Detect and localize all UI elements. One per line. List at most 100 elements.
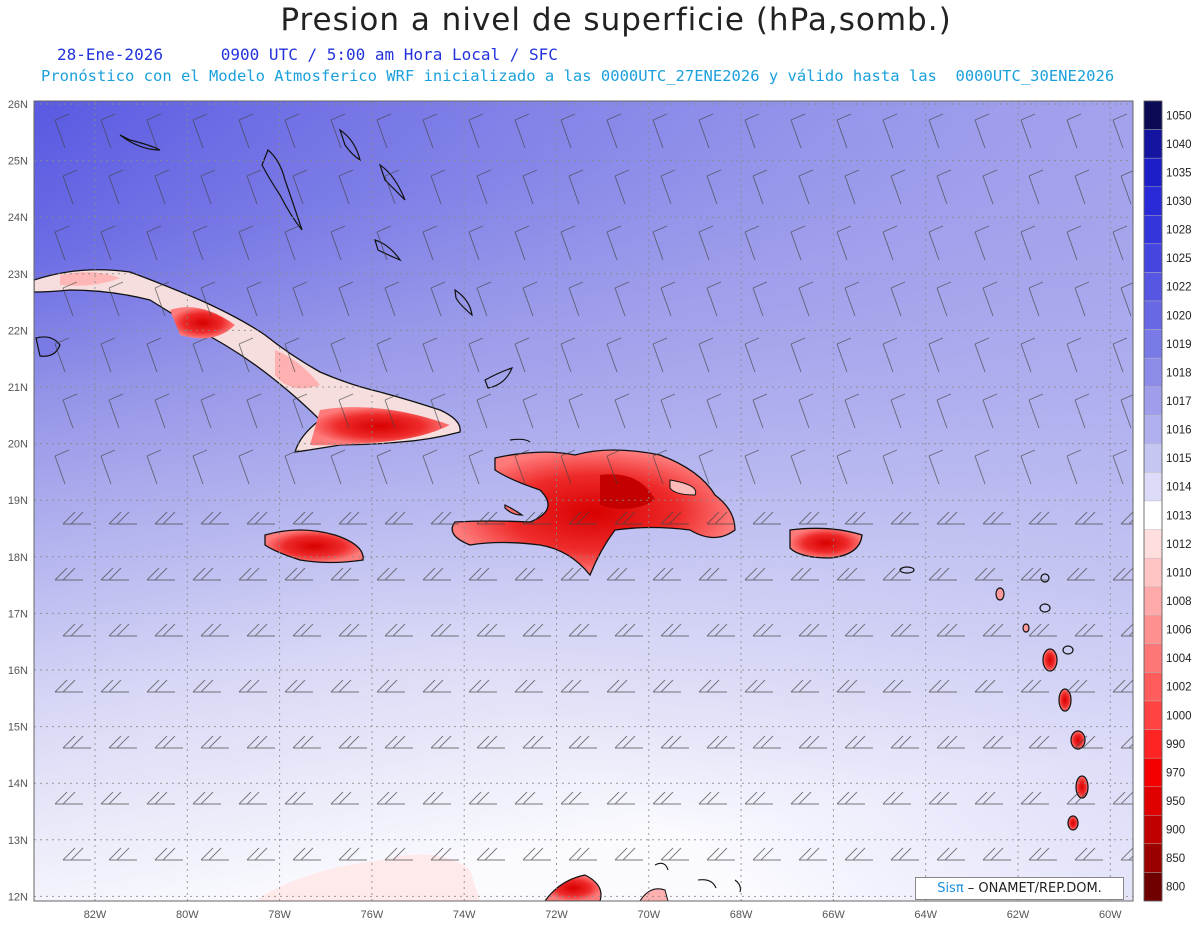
wind-barb bbox=[154, 735, 183, 749]
wind-barb bbox=[974, 113, 990, 149]
date-label: 28-Ene-2026 bbox=[57, 45, 163, 64]
colorbar-label: 1004 bbox=[1166, 653, 1192, 665]
wind-barb bbox=[928, 113, 944, 149]
wind-barb bbox=[108, 281, 124, 317]
wind-barb bbox=[1020, 567, 1049, 581]
wind-barb bbox=[192, 113, 208, 149]
colorbar-swatch bbox=[1143, 700, 1163, 730]
wind-barb bbox=[1028, 169, 1044, 205]
wind-barb bbox=[568, 735, 597, 749]
colorbar-swatch bbox=[1143, 615, 1163, 645]
wind-barb bbox=[522, 393, 538, 429]
wind-barb bbox=[660, 847, 689, 861]
wind-barb bbox=[422, 113, 438, 149]
lon-label: 62W bbox=[1007, 909, 1030, 921]
wind-barb bbox=[522, 281, 538, 317]
wind-barb bbox=[652, 567, 681, 581]
wind-barb bbox=[1028, 847, 1057, 861]
wind-barb bbox=[844, 623, 873, 637]
wind-barb bbox=[522, 169, 538, 205]
wind-barb bbox=[200, 393, 216, 429]
wind-barb bbox=[568, 281, 584, 317]
wind-barb bbox=[1020, 225, 1036, 261]
wind-barb bbox=[798, 847, 827, 861]
wind-barb bbox=[798, 393, 814, 429]
wind-barb bbox=[568, 623, 597, 637]
wind-barb bbox=[982, 393, 998, 429]
wind-barb bbox=[606, 449, 622, 485]
colorbar: 1050 1040 1035 1030 1028 1025 1022 1020 1019 1018… bbox=[1143, 100, 1192, 902]
wind-barb bbox=[660, 511, 689, 525]
wind-barb bbox=[1028, 281, 1044, 317]
wind-barb bbox=[476, 623, 505, 637]
wind-barb bbox=[706, 623, 735, 637]
wind-barb bbox=[376, 225, 392, 261]
wind-barb bbox=[514, 225, 530, 261]
wind-barb bbox=[330, 567, 359, 581]
wind-barb bbox=[936, 735, 965, 749]
colorbar-swatch bbox=[1143, 386, 1163, 416]
wind-barb bbox=[614, 511, 643, 525]
wind-barb bbox=[430, 623, 459, 637]
wind-barb bbox=[836, 113, 852, 149]
wind-barb bbox=[238, 337, 254, 373]
wind-barb bbox=[890, 847, 919, 861]
wind-barb bbox=[376, 113, 392, 149]
colorbar-label: 1010 bbox=[1166, 567, 1192, 579]
wind-barb bbox=[146, 791, 175, 805]
wind-barb bbox=[606, 113, 622, 149]
wind-barb bbox=[384, 735, 413, 749]
wind-barb bbox=[422, 567, 451, 581]
wind-barb bbox=[384, 393, 400, 429]
colorbar-swatch bbox=[1143, 586, 1163, 616]
wind-barb bbox=[522, 847, 551, 861]
lon-label: 64W bbox=[914, 909, 937, 921]
wind-barb bbox=[706, 393, 722, 429]
wind-barb bbox=[154, 281, 170, 317]
wind-barb bbox=[706, 169, 722, 205]
wind-barb bbox=[62, 623, 91, 637]
wind-barb bbox=[54, 679, 83, 693]
colorbar-swatch bbox=[1143, 643, 1163, 673]
wind-barb bbox=[1028, 511, 1057, 525]
colorbar-label: 1025 bbox=[1166, 253, 1192, 265]
wind-barb bbox=[468, 567, 497, 581]
wind-barb bbox=[928, 449, 944, 485]
wind-barb bbox=[1112, 225, 1128, 261]
colorbar-swatch bbox=[1143, 215, 1163, 245]
wind-barb bbox=[100, 113, 116, 149]
wind-barb bbox=[1074, 735, 1103, 749]
wind-barb bbox=[1074, 281, 1090, 317]
wind-barb bbox=[882, 791, 911, 805]
wind-barb bbox=[836, 791, 865, 805]
colorbar-swatch bbox=[1143, 300, 1163, 330]
wind-barb bbox=[468, 679, 497, 693]
wind-barb bbox=[1120, 735, 1133, 749]
wind-barb bbox=[384, 281, 400, 317]
lon-label: 78W bbox=[268, 909, 291, 921]
wind-barb bbox=[614, 281, 630, 317]
colorbar-label: 1019 bbox=[1166, 339, 1192, 351]
wind-barb bbox=[338, 169, 354, 205]
wind-barb bbox=[614, 847, 643, 861]
wind-barb bbox=[100, 791, 129, 805]
wind-barb bbox=[744, 679, 773, 693]
wind-barb bbox=[698, 113, 714, 149]
wind-barb bbox=[430, 169, 446, 205]
wind-barb bbox=[430, 735, 459, 749]
wind-barb bbox=[330, 449, 346, 485]
wind-barb bbox=[108, 511, 137, 525]
wind-barb bbox=[1112, 679, 1133, 693]
wind-barb bbox=[706, 735, 735, 749]
wind-barb bbox=[836, 337, 852, 373]
wind-barb bbox=[330, 225, 346, 261]
wind-barb bbox=[1066, 679, 1095, 693]
wind-barb bbox=[100, 679, 129, 693]
wind-barb bbox=[476, 281, 492, 317]
wind-barb bbox=[430, 847, 459, 861]
wind-barb bbox=[338, 623, 367, 637]
colorbar-label: 990 bbox=[1166, 739, 1185, 751]
wind-barb bbox=[836, 679, 865, 693]
wind-barb bbox=[146, 567, 175, 581]
wind-barb bbox=[560, 567, 589, 581]
